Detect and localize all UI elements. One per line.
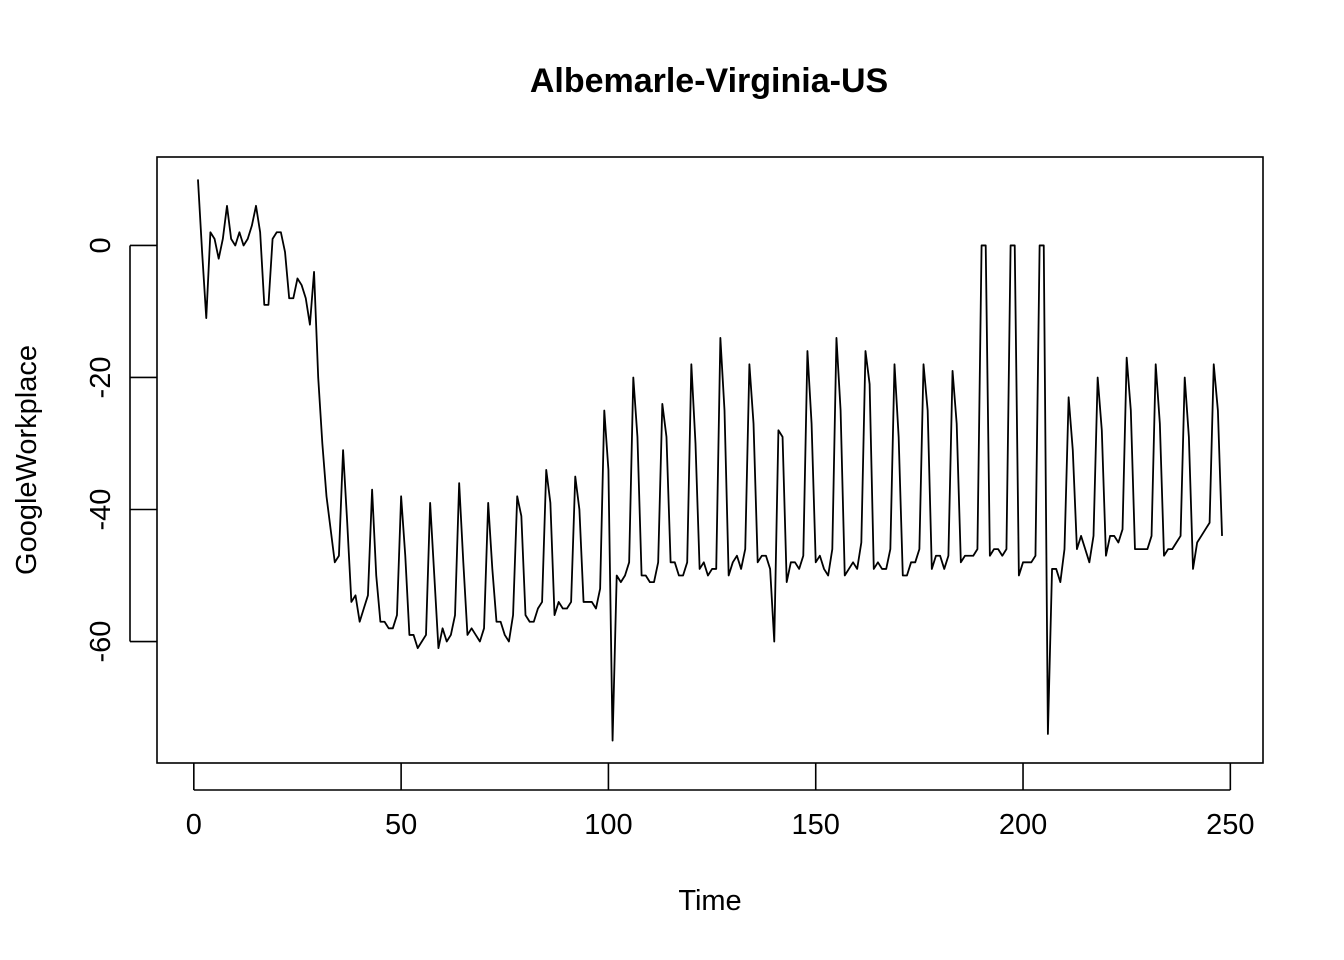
series-line (197, 179, 1223, 742)
y-tick-label: -60 (85, 621, 117, 663)
series-layer (197, 179, 1223, 742)
x-tick-label: 200 (999, 809, 1047, 841)
y-tick-label: -20 (85, 357, 117, 399)
y-axis: 0 -20 -40 -60 (85, 237, 157, 662)
x-axis: 0 50 100 150 200 250 (186, 763, 1255, 841)
x-tick-label: 150 (792, 809, 840, 841)
x-tick-label: 100 (584, 809, 632, 841)
y-tick-label: -40 (85, 489, 117, 531)
y-axis-label: GoogleWorkplace (11, 345, 43, 575)
x-axis-label: Time (678, 885, 741, 917)
chart-title: Albemarle-Virginia-US (530, 62, 888, 100)
x-tick-label: 0 (186, 809, 202, 841)
x-tick-label: 250 (1206, 809, 1254, 841)
y-tick-label: 0 (85, 237, 117, 253)
x-tick-label: 50 (385, 809, 417, 841)
plot-frame (156, 156, 1264, 764)
